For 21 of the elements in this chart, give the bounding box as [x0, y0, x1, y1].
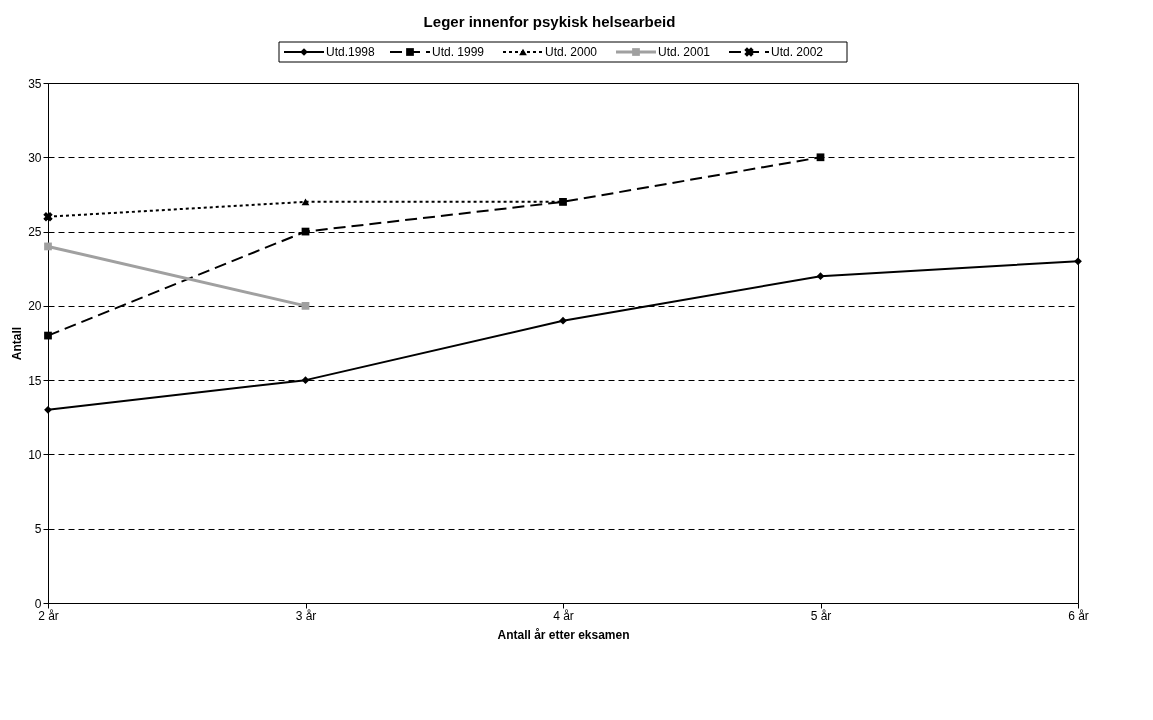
y-axis-title: Antall	[10, 326, 25, 361]
x-tick-label: 2 år	[38, 608, 59, 623]
legend-label: Utd. 2002	[771, 45, 824, 59]
y-tick-label: 25	[28, 225, 42, 240]
y-tick-label: 30	[28, 150, 42, 165]
chart-title: Leger innenfor psykisk helsearbeid	[423, 13, 676, 30]
legend-label: Utd. 1999	[432, 45, 485, 59]
x-tick-label: 3 år	[295, 608, 317, 623]
y-tick-label: 20	[28, 299, 42, 314]
legend-label: Utd. 2000	[545, 45, 598, 59]
y-tick-label: 35	[28, 76, 42, 91]
x-tick-label: 4 år	[553, 608, 574, 623]
y-tick-label: 15	[28, 373, 42, 388]
x-tick-label: 5 år	[810, 608, 832, 623]
y-tick-label: 10	[28, 447, 42, 462]
x-axis-title: Antall år etter eksamen	[497, 627, 630, 642]
x-tick-label: 6 år	[1068, 608, 1089, 623]
y-tick-label: 0	[34, 596, 42, 611]
legend-label: Utd.1998	[326, 45, 376, 59]
y-tick-label: 5	[34, 522, 42, 537]
legend-label: Utd. 2001	[658, 45, 711, 59]
